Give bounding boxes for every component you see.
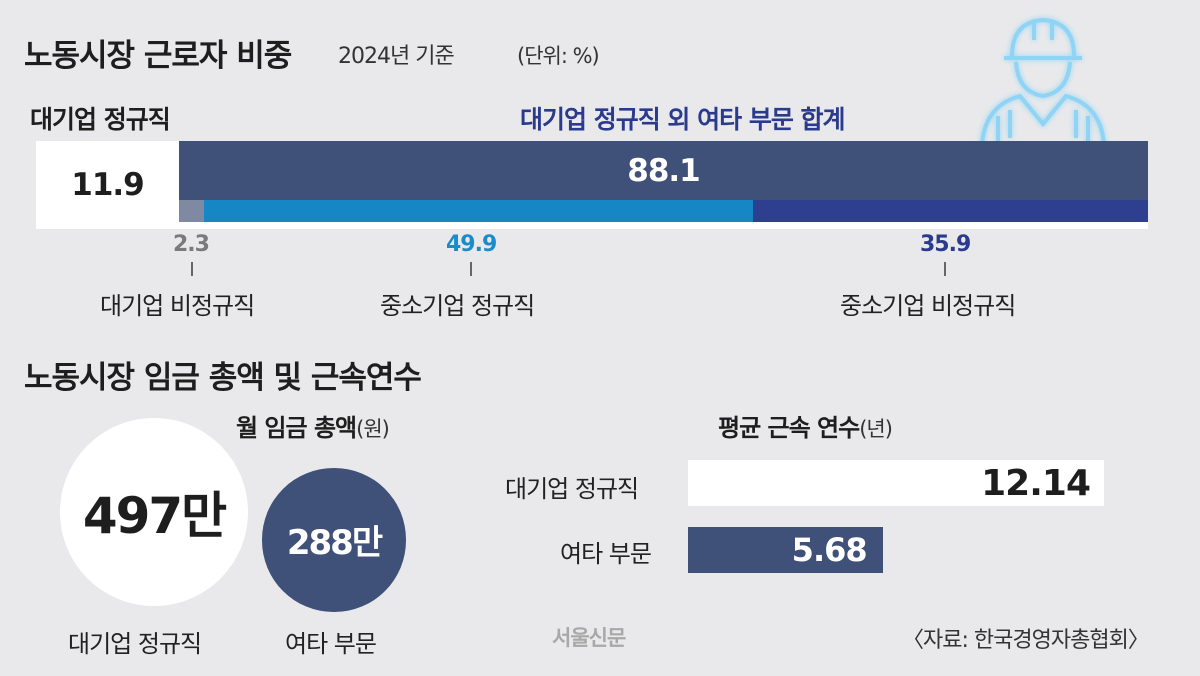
segment-sme-irregular bbox=[753, 200, 1148, 222]
wage-title-text: 월 임금 총액 bbox=[236, 414, 357, 442]
wage-others-value: 288만 bbox=[286, 523, 383, 564]
tenure-title: 평균 근속 연수(년) bbox=[718, 408, 893, 443]
segment-sme-regular-label: 중소기업 정규직 bbox=[380, 292, 535, 320]
wage-section-title: 노동시장 임금 총액 및 근속연수 bbox=[24, 360, 422, 396]
tick-mark bbox=[470, 262, 472, 276]
tenure-large-regular-value: 12.14 bbox=[981, 462, 1091, 504]
tenure-others-value: 5.68 bbox=[791, 531, 868, 569]
segment-large-irregular-label: 대기업 비정규직 bbox=[100, 292, 255, 320]
tenure-bar-large-regular: 12.14 bbox=[688, 460, 1104, 506]
tick-mark bbox=[191, 262, 193, 276]
segment-large-irregular bbox=[179, 200, 205, 222]
source-note: 〈자료: 한국경영자총협회〉 bbox=[902, 628, 1150, 653]
others-total-label: 대기업 정규직 외 여타 부문 합계 bbox=[520, 105, 846, 134]
watermark-logo: 서울신문 bbox=[552, 626, 626, 650]
segment-sme-irregular-label: 중소기업 비정규직 bbox=[840, 292, 1016, 320]
tenure-title-text: 평균 근속 연수 bbox=[718, 414, 860, 442]
others-total-bar: 88.1 bbox=[179, 141, 1148, 200]
wage-large-regular-value: 497만 bbox=[82, 487, 227, 545]
wage-large-regular-label: 대기업 정규직 bbox=[68, 630, 202, 658]
wage-circle-large-regular: 497만 bbox=[60, 418, 248, 606]
wage-circle-others: 288만 bbox=[262, 468, 406, 612]
tenure-others-label: 여타 부문 bbox=[560, 540, 652, 568]
segment-sme-regular-value: 49.9 bbox=[446, 232, 497, 257]
tenure-bar-others: 5.68 bbox=[688, 527, 883, 573]
page-subtitle: 2024년 기준 bbox=[338, 44, 455, 69]
worker-helmet-icon bbox=[980, 17, 1106, 146]
segment-large-irregular-value: 2.3 bbox=[173, 232, 210, 257]
large-regular-value: 11.9 bbox=[71, 167, 145, 203]
segment-strip bbox=[179, 200, 1148, 222]
segment-sme-irregular-value: 35.9 bbox=[920, 232, 971, 257]
tenure-large-regular-label: 대기업 정규직 bbox=[505, 475, 639, 503]
wage-title: 월 임금 총액(원) bbox=[236, 408, 390, 443]
wage-others-label: 여타 부문 bbox=[285, 630, 377, 658]
tick-mark bbox=[944, 262, 946, 276]
page-title: 노동시장 근로자 비중 bbox=[24, 38, 292, 74]
large-regular-label: 대기업 정규직 bbox=[30, 105, 171, 134]
others-total-value: 88.1 bbox=[627, 152, 700, 189]
segment-sme-regular bbox=[204, 200, 754, 222]
tenure-unit: (년) bbox=[859, 417, 893, 441]
unit-label: (단위: %) bbox=[517, 44, 600, 68]
wage-unit: (원) bbox=[356, 417, 390, 441]
